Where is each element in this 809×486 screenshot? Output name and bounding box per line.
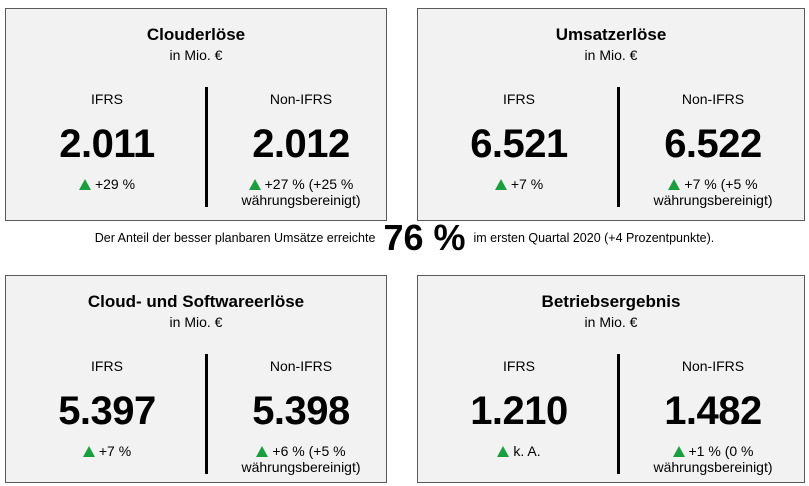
column-divider [205, 354, 208, 474]
up-arrow-icon [256, 446, 269, 457]
card-subtitle: in Mio. € [584, 47, 638, 63]
card-title: Clouderlöse [146, 25, 246, 44]
non-ifrs-label: Non-IFRS [269, 358, 333, 374]
card-cloud-software-revenue: Cloud- und Softwareerlöse in Mio. € IFRS… [5, 275, 387, 483]
change-text-line2: währungsbereinigt) [653, 192, 773, 208]
ifrs-change: +7 % [424, 176, 614, 192]
predictable-revenue-statement: Der Anteil der besser planbaren Umsätze … [0, 217, 809, 258]
card-operating-profit: Betriebsergebnis in Mio. € IFRS 1.210 k.… [417, 275, 805, 483]
ifrs-change: +7 % [12, 443, 202, 459]
up-arrow-icon [494, 179, 507, 190]
change-text: +1 % (0 % [688, 443, 754, 459]
column-divider [205, 87, 208, 207]
non-ifrs-column: Non-IFRS 1.482 +1 % (0 % währungsbereini… [618, 354, 808, 479]
non-ifrs-label: Non-IFRS [681, 358, 745, 374]
ifrs-label: IFRS [503, 91, 535, 107]
non-ifrs-value: 5.398 [252, 389, 350, 433]
ifrs-value: 5.397 [58, 389, 156, 433]
non-ifrs-value: 1.482 [664, 389, 762, 433]
change-text: +7 % [98, 443, 132, 459]
non-ifrs-value: 6.522 [664, 122, 762, 166]
non-ifrs-change: +7 % (+5 % währungsbereinigt) [618, 176, 808, 208]
up-arrow-icon [672, 446, 685, 457]
ifrs-label: IFRS [503, 358, 535, 374]
non-ifrs-change: +6 % (+5 % währungsbereinigt) [206, 443, 396, 475]
up-arrow-icon [668, 179, 681, 190]
statement-highlight: 76 % [383, 217, 466, 258]
non-ifrs-label: Non-IFRS [269, 91, 333, 107]
card-total-revenue: Umsatzerlöse in Mio. € IFRS 6.521 +7 % N… [417, 8, 805, 221]
card-title: Cloud- und Softwareerlöse [87, 292, 305, 311]
ifrs-label: IFRS [91, 358, 123, 374]
change-text: +7 % [510, 176, 544, 192]
up-arrow-icon [248, 179, 261, 190]
card-subtitle: in Mio. € [584, 314, 638, 330]
ifrs-change: +29 % [12, 176, 202, 192]
ifrs-column: IFRS 6.521 +7 % [424, 87, 614, 212]
ifrs-change: k. A. [424, 443, 614, 459]
up-arrow-icon [78, 179, 91, 190]
up-arrow-icon [497, 446, 510, 457]
non-ifrs-column: Non-IFRS 6.522 +7 % (+5 % währungsberein… [618, 87, 808, 212]
ifrs-column: IFRS 5.397 +7 % [12, 354, 202, 479]
change-text-line2: währungsbereinigt) [653, 459, 773, 475]
non-ifrs-change: +27 % (+25 % währungsbereinigt) [206, 176, 396, 208]
change-text-line2: währungsbereinigt) [241, 192, 361, 208]
change-text: +29 % [94, 176, 136, 192]
ifrs-column: IFRS 1.210 k. A. [424, 354, 614, 479]
non-ifrs-column: Non-IFRS 2.012 +27 % (+25 % währungsbere… [206, 87, 396, 212]
up-arrow-icon [82, 446, 95, 457]
ifrs-value: 6.521 [470, 122, 568, 166]
card-subtitle: in Mio. € [169, 314, 223, 330]
non-ifrs-label: Non-IFRS [681, 91, 745, 107]
ifrs-label: IFRS [91, 91, 123, 107]
change-text: +6 % (+5 % [272, 443, 346, 459]
column-divider [617, 87, 620, 207]
change-text: k. A. [513, 443, 541, 459]
change-text: +27 % (+25 % [264, 176, 354, 192]
non-ifrs-value: 2.012 [252, 122, 350, 166]
statement-prefix: Der Anteil der besser planbaren Umsätze … [94, 231, 376, 245]
statement-suffix: im ersten Quartal 2020 (+4 Prozentpunkte… [473, 231, 715, 245]
card-title: Umsatzerlöse [555, 25, 667, 44]
ifrs-value: 2.011 [59, 122, 155, 166]
column-divider [617, 354, 620, 474]
card-subtitle: in Mio. € [169, 47, 223, 63]
non-ifrs-change: +1 % (0 % währungsbereinigt) [618, 443, 808, 475]
ifrs-value: 1.210 [470, 389, 568, 433]
change-text: +7 % (+5 % [684, 176, 758, 192]
card-title: Betriebsergebnis [541, 292, 681, 311]
card-cloud-revenue: Clouderlöse in Mio. € IFRS 2.011 +29 % N… [5, 8, 387, 221]
ifrs-column: IFRS 2.011 +29 % [12, 87, 202, 212]
change-text-line2: währungsbereinigt) [241, 459, 361, 475]
non-ifrs-column: Non-IFRS 5.398 +6 % (+5 % währungsberein… [206, 354, 396, 479]
